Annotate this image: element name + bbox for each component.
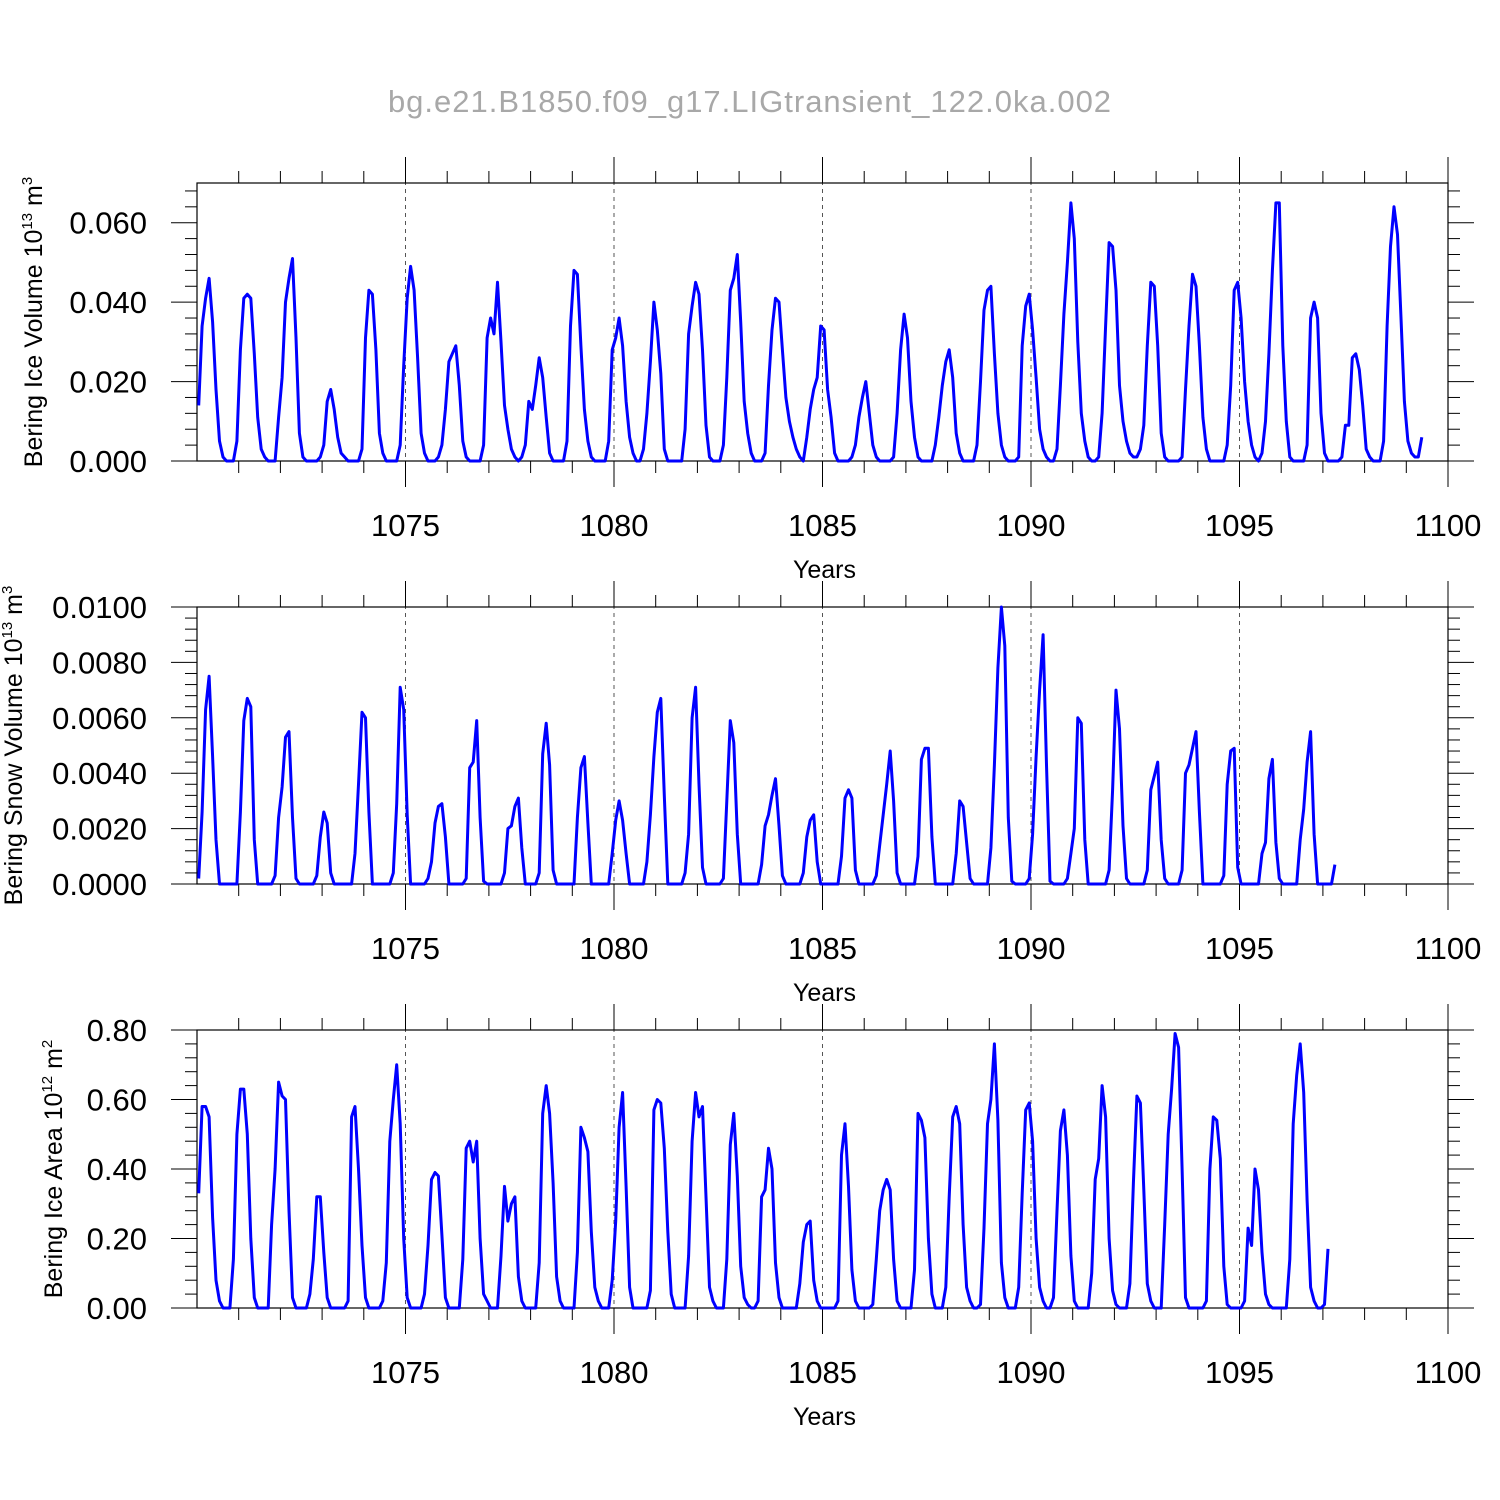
y-axis-label: Bering Snow Volume 1013 m3 — [0, 586, 28, 906]
y-axis-label: Bering Ice Volume 1013 m3 — [19, 177, 48, 467]
x-tick-label: 1090 — [997, 1355, 1066, 1390]
y-tick-label: 0.60 — [87, 1083, 147, 1118]
x-tick-label: 1095 — [1205, 931, 1274, 966]
x-axis-label: Years — [793, 556, 856, 584]
x-tick-label: 1095 — [1205, 1355, 1274, 1390]
x-tick-label: 1100 — [1415, 1355, 1482, 1390]
x-tick-label: 1100 — [1415, 508, 1482, 543]
x-tick-label: 1095 — [1205, 508, 1274, 543]
x-tick-label: 1075 — [371, 931, 440, 966]
y-tick-label: 0.0040 — [52, 756, 147, 791]
chart-title: bg.e21.B1850.f09_g17.LIGtransient_122.0k… — [387, 84, 1113, 119]
x-tick-label: 1100 — [1415, 931, 1482, 966]
y-tick-label: 0.040 — [69, 285, 147, 320]
y-axis-label: Bering Ice Area 1012 m2 — [39, 1040, 68, 1299]
panel-snow-volume: 1075 1080 1085 1090 1095 1100 0.0000 0.0020 0.00… — [0, 581, 1481, 1007]
y-tick-label: 0.0060 — [52, 701, 147, 736]
x-axis-label: Years — [793, 979, 856, 1007]
y-tick-label: 0.000 — [69, 444, 147, 479]
panel-ice-volume: 1075 1080 1085 1090 1095 1100 0.000 0.020 0.040 0… — [19, 157, 1481, 584]
x-tick-label: 1090 — [997, 931, 1066, 966]
x-tick-label: 1090 — [997, 508, 1066, 543]
y-tick-label: 0.40 — [87, 1152, 147, 1187]
x-tick-label: 1085 — [788, 508, 857, 543]
series-line — [197, 605, 1337, 886]
x-tick-label: 1080 — [580, 508, 649, 543]
x-tick-label: 1075 — [371, 1355, 440, 1390]
x-axis-label: Years — [793, 1403, 856, 1431]
y-tick-label: 0.00 — [87, 1291, 147, 1326]
y-tick-label: 0.80 — [87, 1013, 147, 1048]
y-tick-label: 0.0100 — [52, 590, 147, 625]
series-line — [197, 201, 1424, 463]
y-tick-label: 0.0080 — [52, 645, 147, 680]
y-tick-label: 0.020 — [69, 365, 147, 400]
x-tick-label: 1085 — [788, 1355, 857, 1390]
y-tick-label: 0.0000 — [52, 867, 147, 902]
y-tick-label: 0.060 — [69, 206, 147, 241]
x-tick-label: 1085 — [788, 931, 857, 966]
x-tick-label: 1080 — [580, 1355, 649, 1390]
y-tick-label: 0.0020 — [52, 812, 147, 847]
x-tick-label: 1080 — [580, 931, 649, 966]
x-tick-label: 1075 — [371, 508, 440, 543]
y-tick-label: 0.20 — [87, 1222, 147, 1257]
panel-ice-area: 1075 1080 1085 1090 1095 1100 0.00 0.20 0.40 0.60… — [39, 1004, 1481, 1431]
series-line — [197, 1032, 1330, 1310]
